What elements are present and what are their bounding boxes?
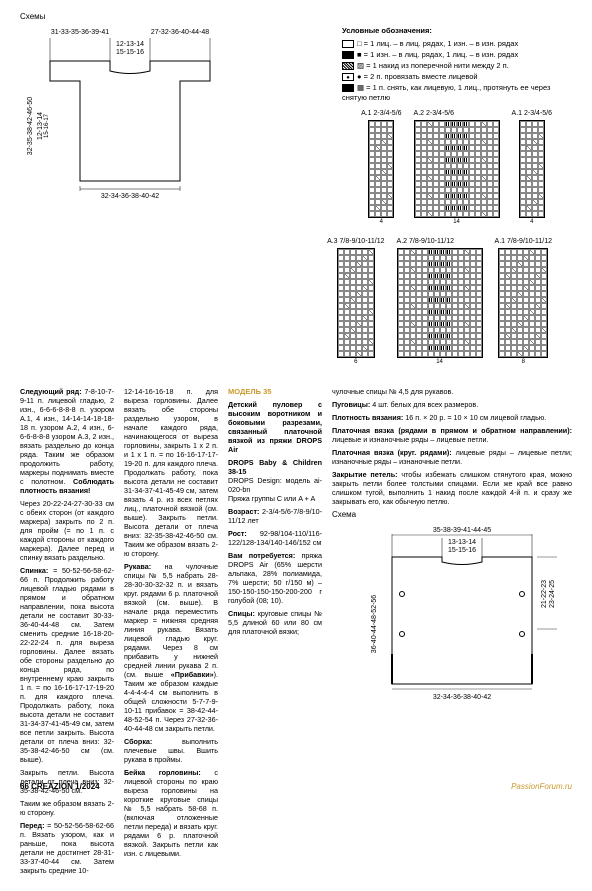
top-section: 31-33-35-36-39-41 27-32-36-40-44-48 12-1… bbox=[20, 26, 572, 377]
chart-bottom-num: 4 bbox=[380, 219, 383, 227]
dim-bottom: 32-34-36-38-40-42 bbox=[101, 193, 159, 200]
legend: Условные обозначения: □ = 1 лиц. – в лиц… bbox=[342, 26, 572, 103]
chart-grid bbox=[519, 120, 545, 218]
svg-text:32-34-36-38-40-42: 32-34-36-38-40-42 bbox=[433, 694, 491, 701]
chart-grid bbox=[397, 248, 483, 358]
paragraph: МОДЕЛЬ 35 bbox=[228, 387, 322, 396]
chart-bottom-num: 14 bbox=[453, 219, 460, 227]
svg-text:21-22-23: 21-22-23 bbox=[541, 580, 548, 608]
chart-bottom-num: 6 bbox=[354, 359, 357, 367]
dim-inner: 12-13-14 bbox=[37, 112, 44, 140]
svg-text:15-15-16: 15-15-16 bbox=[448, 547, 476, 554]
chart-label: A.3 7/8-9/10-11/12 bbox=[327, 237, 384, 246]
charts-row-2: A.3 7/8-9/10-11/12 6 A.2 7/8-9/10-11/12 14 A… bbox=[256, 237, 572, 367]
chart-grid bbox=[498, 248, 548, 358]
svg-text:36-40-44-48-52-56: 36-40-44-48-52-56 bbox=[371, 595, 378, 653]
bottom-schema-label: Схема bbox=[332, 510, 572, 520]
watermark: PassionForum.ru bbox=[511, 782, 572, 792]
svg-text:15-16-17: 15-16-17 bbox=[44, 114, 50, 139]
chart-grid bbox=[414, 120, 500, 218]
paragraph: Возраст: 2-3/4-5/6-7/8-9/10-11/12 лет bbox=[228, 507, 322, 525]
chart-bottom-num: 8 bbox=[522, 359, 525, 367]
dim-top-right: 27-32-36-40-44-48 bbox=[151, 29, 209, 36]
chart-grid bbox=[368, 120, 394, 218]
chart-bottom-num: 14 bbox=[436, 359, 443, 367]
col-2: 12-14-16-16-18 п. для выреза горловины. … bbox=[124, 387, 218, 879]
chart-label: A.1 2-3/4-5/6 bbox=[512, 109, 552, 118]
charts-row-1: A.1 2-3/4-5/6 4 A.2 2-3/4-5/6 14 A.1 2-3/4-5… bbox=[256, 109, 572, 227]
footer: 66 CREAZION 1/2024 PassionForum.ru bbox=[20, 782, 572, 792]
chart-label: A.1 7/8-9/10-11/12 bbox=[495, 237, 552, 246]
top-schematic: 31-33-35-36-39-41 27-32-36-40-44-48 12-1… bbox=[20, 26, 240, 206]
paragraph: Закрытие петель: чтобы избежать слишком … bbox=[332, 470, 572, 506]
col-1: Следующий ряд: 7-8-10-7-9-11 п. лицевой … bbox=[20, 387, 114, 879]
legend-line: □ = 1 лиц. – в лиц. рядах, 1 изн. – в из… bbox=[342, 39, 572, 49]
paragraph: Спицы: круговые спицы № 5,5 длиной 60 ил… bbox=[228, 609, 322, 636]
svg-text:23-24-25: 23-24-25 bbox=[549, 580, 556, 608]
legend-title: Условные обозначения: bbox=[342, 26, 572, 36]
dim-side: 32-35-38-42-46-50 bbox=[27, 97, 34, 155]
paragraph: Через 20-22-24-27-30-33 см с обеих сторо… bbox=[20, 499, 114, 562]
paragraph: Детский пуловер с высоким воротником и б… bbox=[228, 400, 322, 454]
paragraph: чулочные спицы № 4,5 для рукавов. bbox=[332, 387, 572, 396]
paragraph: Перед: = 50-52-56-58-62-66 п. Вязать узо… bbox=[20, 821, 114, 875]
legend-line: ■ = 1 изн. – в лиц. рядах, 1 лиц. – в из… bbox=[342, 50, 572, 60]
paragraph: Сборка: выполнить плечевые швы. Вшить ру… bbox=[124, 737, 218, 764]
paragraph: DROPS Baby & Children 38-15DROPS Design:… bbox=[228, 458, 322, 503]
svg-text:13-13-14: 13-13-14 bbox=[448, 539, 476, 546]
bottom-schematic: 35-38-39-41-44-45 13-13-14 15-15-16 bbox=[332, 524, 572, 724]
paragraph: Плотность вязания: 16 п. × 20 р. = 10 × … bbox=[332, 413, 572, 422]
col-4: чулочные спицы № 4,5 для рукавов. Пуговиц… bbox=[332, 387, 572, 879]
svg-text:35-38-39-41-44-45: 35-38-39-41-44-45 bbox=[433, 527, 491, 534]
paragraph: Пуговицы: 4 шт. белых для всех размеров. bbox=[332, 400, 572, 409]
dim-neck-w: 12-13-14 bbox=[116, 41, 144, 48]
legend-line: ▦ = 1 п. снять, как лицевую, 1 лиц., про… bbox=[342, 83, 572, 103]
chart-grid bbox=[337, 248, 375, 358]
paragraph: 12-14-16-16-18 п. для выреза горловины. … bbox=[124, 387, 218, 558]
page-number: 66 CREAZION 1/2024 bbox=[20, 782, 100, 792]
paragraph: Следующий ряд: 7-8-10-7-9-11 п. лицевой … bbox=[20, 387, 114, 495]
paragraph: Таким же образом вязать 2-ю сторону. bbox=[20, 799, 114, 817]
chart-label: A.2 7/8-9/10-11/12 bbox=[397, 237, 483, 246]
legend-line: ▨ = 1 накид из поперечной нити между 2 п… bbox=[342, 61, 572, 71]
paragraph: Вам потребуется: пряжа DROPS Air (65% ше… bbox=[228, 551, 322, 605]
dim-top-left: 31-33-35-36-39-41 bbox=[51, 29, 109, 36]
paragraph: Платочная вязка (рядами в прямом и обрат… bbox=[332, 426, 572, 444]
schemas-label: Схемы bbox=[20, 12, 572, 22]
text-columns: Следующий ряд: 7-8-10-7-9-11 п. лицевой … bbox=[20, 387, 572, 879]
legend-line: ●● = 2 п. провязать вместе лицевой bbox=[342, 72, 572, 82]
paragraph: Платочная вязка (круг. рядами): лицевые … bbox=[332, 448, 572, 466]
chart-label: A.1 2-3/4-5/6 bbox=[361, 109, 401, 118]
dim-neck-d: 15-15-16 bbox=[116, 49, 144, 56]
paragraph: Рукава: на чулочные спицы № 5,5 набрать … bbox=[124, 562, 218, 733]
col-3: МОДЕЛЬ 35 Детский пуловер с высоким ворот… bbox=[228, 387, 322, 879]
chart-bottom-num: 4 bbox=[530, 219, 533, 227]
chart-label: A.2 2-3/4-5/6 bbox=[414, 109, 500, 118]
paragraph: Рост: 92-98/104-110/116-122/128-134/140-… bbox=[228, 529, 322, 547]
paragraph: Спинка: = 50-52-56-58-62-66 п. Продолжит… bbox=[20, 566, 114, 764]
